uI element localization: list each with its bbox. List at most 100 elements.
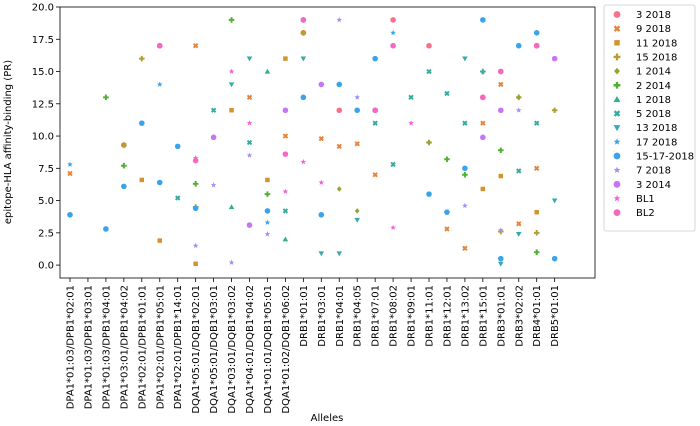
data-point — [354, 107, 361, 114]
legend-entry-label: 13 2018 — [636, 123, 677, 134]
data-point — [390, 224, 396, 231]
data-point — [192, 157, 199, 164]
data-point — [300, 30, 307, 36]
legend: 3 2018 9 2018 11 2018 15 2018 1 2014 2 2014 1 … — [603, 4, 696, 232]
data-point — [462, 56, 468, 62]
data-point — [156, 42, 163, 49]
legend-entry-label: 17 2018 — [636, 137, 677, 148]
x-tick-label: DQA1*05:01/DQB1*02:01 — [191, 285, 202, 414]
data-point — [372, 120, 378, 126]
x-tick-label: DRB4*01:01 — [532, 285, 543, 347]
x-tick-label: DPA1*03:01/DPB1*04:02 — [119, 285, 130, 409]
data-point — [264, 191, 271, 197]
legend-entry-label: 1 2014 — [636, 67, 671, 78]
data-point — [121, 183, 127, 190]
data-point — [498, 228, 504, 235]
data-point — [246, 56, 253, 62]
data-point — [282, 107, 289, 114]
data-point — [480, 94, 486, 101]
data-point — [192, 43, 199, 49]
x-tick-label: DRB1*15:01 — [478, 285, 489, 347]
data-point — [408, 120, 414, 126]
data-point — [551, 198, 558, 204]
data-point — [246, 152, 253, 158]
x-tick-label: DRB1*07:01 — [371, 285, 382, 347]
data-point — [390, 42, 396, 49]
data-point — [480, 120, 486, 126]
data-point — [498, 173, 504, 179]
x-tick-label: DPA1*02:01/DPB1*01:01 — [137, 285, 148, 409]
data-point — [139, 55, 145, 62]
x-tick-label: DRB1*12:01 — [442, 285, 453, 347]
data-point — [515, 107, 522, 113]
x-tick-label: DRB5*01:01 — [550, 285, 561, 347]
x-tick-label: DRB1*03:01 — [317, 285, 328, 347]
data-point — [318, 211, 325, 218]
data-point — [264, 68, 271, 74]
legend-entry-label: 7 2018 — [636, 166, 671, 177]
data-point — [156, 179, 163, 186]
data-point — [551, 107, 558, 114]
data-point — [336, 107, 343, 114]
data-point — [533, 30, 540, 36]
y-tick-label: 10.0 — [32, 132, 54, 143]
x-tick-label: DRB1*13:02 — [460, 285, 471, 347]
y-tick-label: 17.5 — [32, 35, 54, 46]
data-point — [480, 134, 486, 141]
x-tick-label: DQA1*04:01/DQB1*04:02 — [245, 285, 256, 414]
x-tick-label: DRB1*01:01 — [299, 285, 310, 347]
legend-marker — [614, 40, 620, 46]
data-point — [210, 107, 217, 113]
data-point — [139, 177, 145, 183]
legend-entry-label: 9 2018 — [636, 24, 671, 35]
data-point — [551, 255, 558, 262]
legend-marker — [613, 152, 621, 160]
data-point — [246, 120, 253, 126]
data-point — [498, 147, 504, 154]
legend-entry-label: 3 2014 — [636, 180, 671, 191]
data-point — [67, 161, 73, 167]
y-tick-label: 15.0 — [32, 67, 54, 78]
legend-entry-label: 11 2018 — [636, 38, 677, 49]
data-point — [462, 120, 468, 126]
data-point — [336, 186, 342, 192]
data-point — [426, 42, 432, 49]
x-tick-label: DRB1*11:01 — [425, 285, 436, 347]
data-point — [390, 161, 396, 168]
data-point — [515, 42, 522, 49]
x-tick-label: DQA1*01:01/DQB1*05:01 — [263, 285, 274, 414]
x-tick-label: DPA1*02:01/DPB1*14:01 — [173, 285, 184, 409]
data-point — [426, 139, 432, 146]
data-point — [229, 107, 234, 113]
data-point — [174, 143, 181, 150]
legend-entry-label: BL2 — [636, 208, 655, 219]
data-point — [300, 94, 307, 101]
data-point — [462, 245, 468, 251]
legend-marker — [613, 11, 621, 18]
data-point — [175, 195, 181, 201]
data-point — [462, 171, 468, 178]
data-point — [462, 165, 468, 172]
y-tick-label: 2.5 — [38, 228, 54, 239]
data-point — [480, 68, 486, 74]
data-point — [246, 139, 253, 146]
data-point — [283, 56, 288, 61]
data-point — [498, 261, 504, 267]
data-point — [103, 226, 109, 232]
y-axis: 0.0 2.5 5.0 7.5 10.0 12.5 15.0 17.5 20.0 — [32, 3, 60, 272]
data-point — [228, 204, 235, 210]
legend-entry-label: 1 2018 — [636, 95, 671, 106]
data-point — [533, 42, 540, 49]
legend-entry-label: 5 2018 — [636, 109, 671, 120]
data-point — [515, 232, 522, 237]
legend-entry-label: 3 2018 — [636, 10, 671, 21]
data-point — [426, 191, 432, 197]
legend-marker — [613, 25, 621, 32]
legend-entry-label: 15 2018 — [636, 52, 677, 63]
data-point — [444, 90, 450, 97]
legend-entry-label: 15-17-2018 — [636, 152, 694, 163]
data-point — [192, 242, 199, 249]
data-point — [318, 81, 325, 88]
data-point — [265, 177, 270, 183]
legend-marker — [613, 81, 621, 89]
